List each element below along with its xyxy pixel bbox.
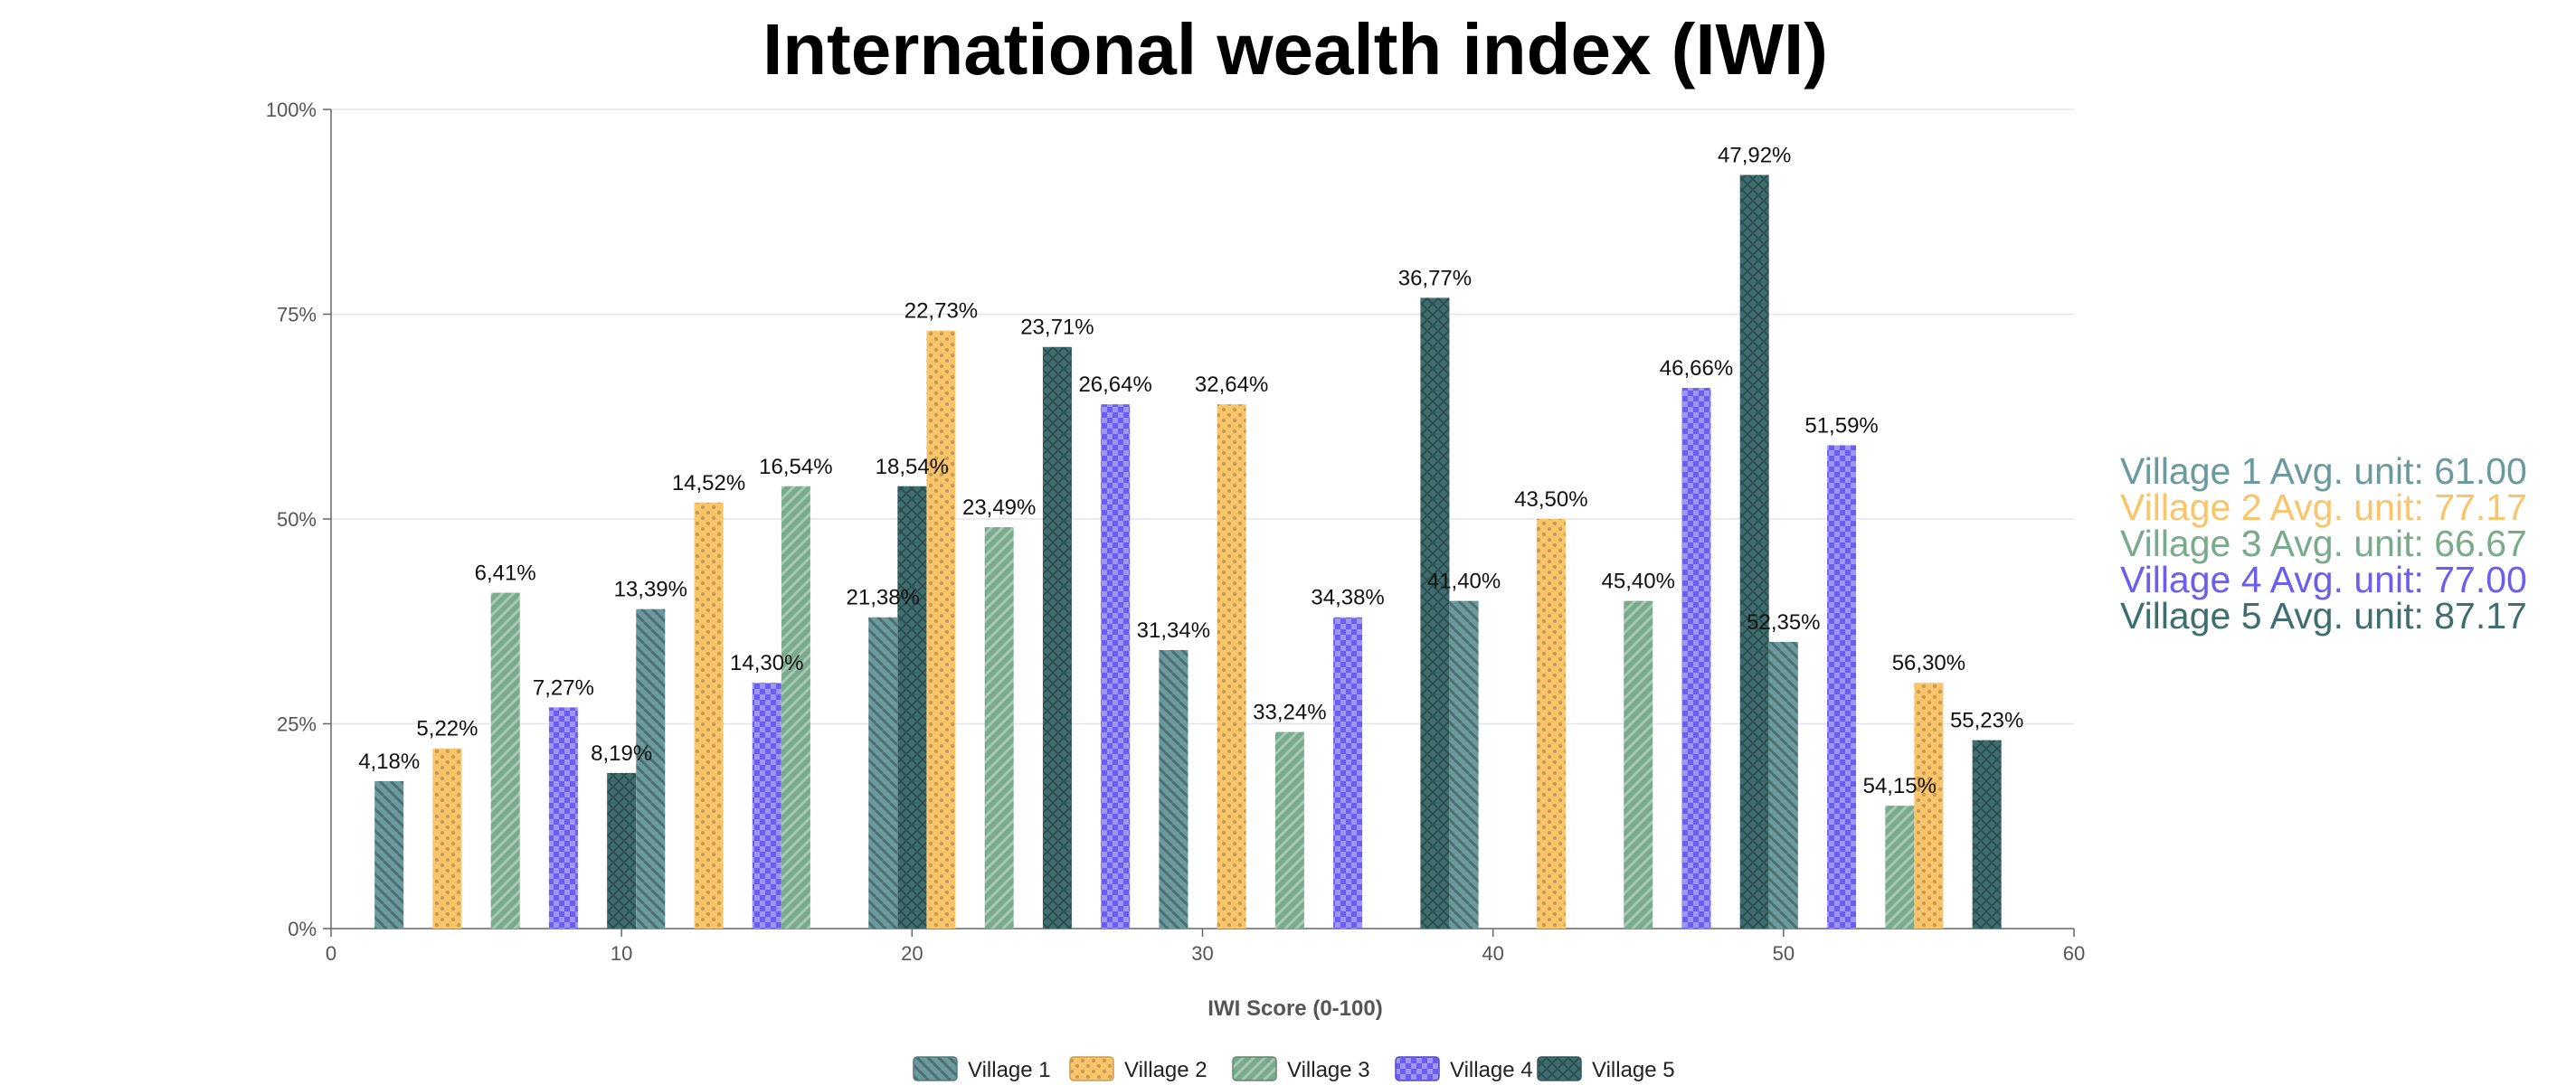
bar-data-label: 36,77% <box>1398 266 1472 290</box>
legend-label: Village 3 <box>1287 1058 1370 1082</box>
bar-data-label: 14,30% <box>730 651 803 675</box>
bar-data-label: 6,41% <box>475 561 536 586</box>
y-tick-label: 25% <box>277 713 317 736</box>
bar-data-label: 14,52% <box>672 471 745 495</box>
bar-data-label: 4,18% <box>358 750 420 774</box>
data-labels: 4,18% 13,39% 21,38% 31,34% 41,40% 52,35% 5,22%… <box>358 143 2023 798</box>
bar-village-2 <box>1217 404 1246 929</box>
average-label: Village 2 Avg. unit: 77.17 <box>2120 486 2527 528</box>
bar-village-5 <box>897 486 927 929</box>
x-tick-label: 40 <box>1482 942 1503 965</box>
bar-data-label: 47,92% <box>1718 143 1791 167</box>
x-axis-title: IWI Score (0-100) <box>1208 996 1382 1021</box>
bar-village-3 <box>1274 731 1304 929</box>
bar-village-3 <box>781 486 810 929</box>
y-tick-label: 75% <box>277 304 317 326</box>
x-tick-label: 10 <box>611 942 632 965</box>
bar-data-label: 52,35% <box>1747 610 1820 635</box>
x-tick-label: 30 <box>1191 942 1213 965</box>
bar-data-label: 23,71% <box>1020 316 1094 340</box>
average-label: Village 3 Avg. unit: 66.67 <box>2120 523 2527 564</box>
legend-swatch <box>1232 1056 1277 1081</box>
bar-data-label: 46,66% <box>1660 356 1733 381</box>
bar-village-5 <box>1042 346 1072 929</box>
legend-swatch <box>913 1056 958 1081</box>
bar-village-4 <box>548 707 578 929</box>
bar-village-5 <box>607 772 637 929</box>
bar-village-5 <box>1420 297 1450 929</box>
bar-village-4 <box>1827 445 1857 929</box>
chart-title: International wealth index (IWI) <box>762 9 1828 90</box>
x-tick-label: 60 <box>2063 942 2085 965</box>
bar-data-label: 8,19% <box>591 741 652 766</box>
y-tick-label: 0% <box>288 918 317 940</box>
bar-data-label: 45,40% <box>1602 570 1675 594</box>
bar-village-1 <box>1159 649 1189 929</box>
bar-data-label: 56,30% <box>1892 651 1965 675</box>
bar-village-1 <box>1449 600 1479 929</box>
bar-village-1 <box>868 617 898 929</box>
bar-data-label: 33,24% <box>1253 701 1326 725</box>
legend-label: Village 2 <box>1124 1058 1208 1082</box>
y-tick-label: 100% <box>266 99 317 121</box>
average-label: Village 4 Avg. unit: 77.00 <box>2120 559 2527 600</box>
legend-swatch <box>1537 1056 1582 1081</box>
average-label: Village 1 Avg. unit: 61.00 <box>2120 450 2527 492</box>
bar-data-label: 34,38% <box>1311 586 1384 610</box>
bar-village-2 <box>1536 519 1566 929</box>
bar-village-1 <box>636 609 666 929</box>
bar-data-label: 54,15% <box>1863 774 1937 798</box>
bar-village-1 <box>1768 641 1798 929</box>
bar-village-5 <box>1739 175 1769 929</box>
bar-data-label: 23,49% <box>962 495 1036 520</box>
bar-data-label: 41,40% <box>1427 570 1501 594</box>
legend-label: Village 4 <box>1450 1058 1533 1082</box>
legend: Village 1 Village 2 Village 3 Village 4 Vill… <box>913 1056 1675 1082</box>
bar-data-label: 5,22% <box>416 717 478 741</box>
legend-label: Village 1 <box>968 1058 1051 1082</box>
bar-data-label: 43,50% <box>1514 487 1587 512</box>
bar-village-5 <box>1972 740 2002 929</box>
y-tick-label: 50% <box>277 508 317 531</box>
bar-data-label: 55,23% <box>1950 709 2023 733</box>
bar-data-label: 31,34% <box>1137 618 1210 643</box>
bar-data-label: 7,27% <box>533 675 594 700</box>
bar-village-2 <box>432 748 462 929</box>
bar-data-label: 18,54% <box>876 455 949 479</box>
bar-data-label: 32,64% <box>1195 373 1268 397</box>
axes: 0% 25% 50% 75% 100% 0 10 20 30 40 50 60 <box>266 99 2086 965</box>
legend-swatch <box>1395 1056 1440 1081</box>
bar-village-3 <box>984 527 1014 929</box>
bar-data-label: 51,59% <box>1804 413 1878 438</box>
bar-data-label: 16,54% <box>759 455 832 479</box>
bar-data-label: 13,39% <box>614 578 687 602</box>
bar-village-2 <box>1914 683 1944 929</box>
bar-village-3 <box>1885 806 1915 929</box>
bar-village-3 <box>1624 600 1653 929</box>
x-tick-label: 0 <box>326 942 336 965</box>
bar-village-4 <box>752 683 781 929</box>
x-tick-label: 20 <box>901 942 923 965</box>
bar-village-2 <box>926 330 956 929</box>
bar-data-label: 22,73% <box>904 299 978 324</box>
bar-village-4 <box>1333 617 1363 929</box>
bar-village-4 <box>1681 388 1711 929</box>
bar-village-3 <box>490 592 520 929</box>
bar-village-1 <box>374 780 404 929</box>
bar-data-label: 21,38% <box>847 586 920 610</box>
bars <box>374 175 2002 929</box>
bar-village-4 <box>1101 404 1131 929</box>
legend-label: Village 5 <box>1592 1058 1675 1082</box>
legend-swatch <box>1069 1056 1114 1081</box>
x-tick-label: 50 <box>1773 942 1795 965</box>
bar-village-2 <box>694 502 724 929</box>
bar-data-label: 26,64% <box>1078 373 1151 397</box>
average-label: Village 5 Avg. unit: 87.17 <box>2120 595 2527 637</box>
